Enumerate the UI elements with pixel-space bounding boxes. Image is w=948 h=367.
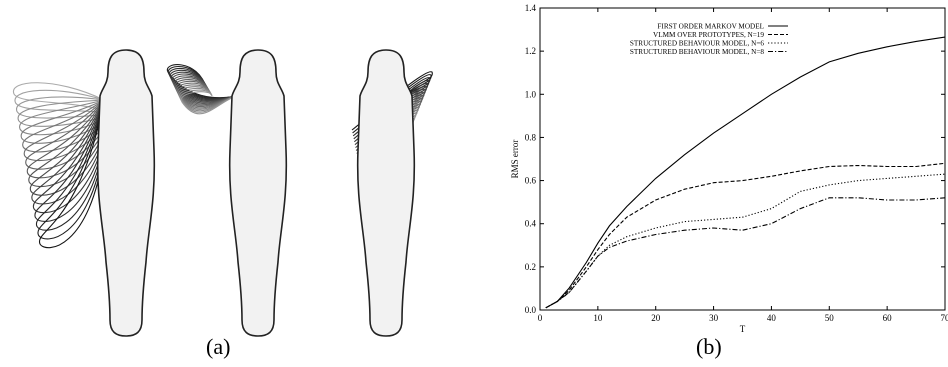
body-silhouette-1: [98, 50, 155, 336]
rms-error-chart: 0 10 20 30 40 50 60 70 0.0 0.2 0.4 0.6 0.8 1.0 1.2 1.4 T…: [500, 0, 948, 362]
body-silhouette-2: [230, 50, 287, 336]
y-tick-label: 0.8: [525, 132, 537, 142]
y-tick-label: 1.0: [525, 89, 537, 99]
x-tick-label: 30: [709, 313, 719, 323]
y-tick-label: 0.6: [525, 176, 537, 186]
caption-b: (b): [696, 334, 722, 360]
y-tick-label: 0.2: [525, 262, 536, 272]
y-tick-label: 1.2: [525, 46, 536, 56]
x-tick-label: 20: [651, 313, 661, 323]
silhouette-figures: [0, 0, 440, 362]
x-axis-label: T: [740, 324, 746, 334]
y-tick-label: 0.0: [525, 305, 537, 315]
arm-trajectory-left: [13, 83, 104, 248]
y-tick-label: 1.4: [525, 3, 537, 13]
y-axis-label: RMS error: [510, 140, 520, 179]
series-line-3: [546, 174, 945, 308]
caption-a: (a): [206, 334, 230, 360]
x-tick-label: 70: [941, 313, 948, 323]
body-silhouette-3: [358, 50, 415, 336]
arm-trajectory-middle: [167, 65, 236, 114]
legend-label: VLMM OVER PROTOTYPES, N=19: [653, 31, 764, 39]
series-line-4: [546, 198, 945, 308]
x-tick-label: 40: [767, 313, 777, 323]
legend-label: STRUCTURED BEHAVIOUR MODEL, N=6: [630, 40, 765, 48]
x-tick-label: 10: [593, 313, 603, 323]
silhouette-panel: [0, 0, 440, 362]
x-tick-label: 50: [825, 313, 835, 323]
legend-label: FIRST ORDER MARKOV MODEL: [657, 23, 764, 31]
x-tick-label: 0: [538, 313, 543, 323]
x-tick-label: 60: [883, 313, 893, 323]
series-line-1: [546, 37, 945, 308]
legend-label: STRUCTURED BEHAVIOUR MODEL, N=8: [630, 48, 765, 56]
y-tick-label: 0.4: [525, 219, 537, 229]
chart-svg: 0 10 20 30 40 50 60 70 0.0 0.2 0.4 0.6 0.8 1.0 1.2 1.4 T…: [500, 0, 948, 362]
body-silhouettes: [98, 50, 415, 336]
series-line-2: [546, 163, 945, 307]
